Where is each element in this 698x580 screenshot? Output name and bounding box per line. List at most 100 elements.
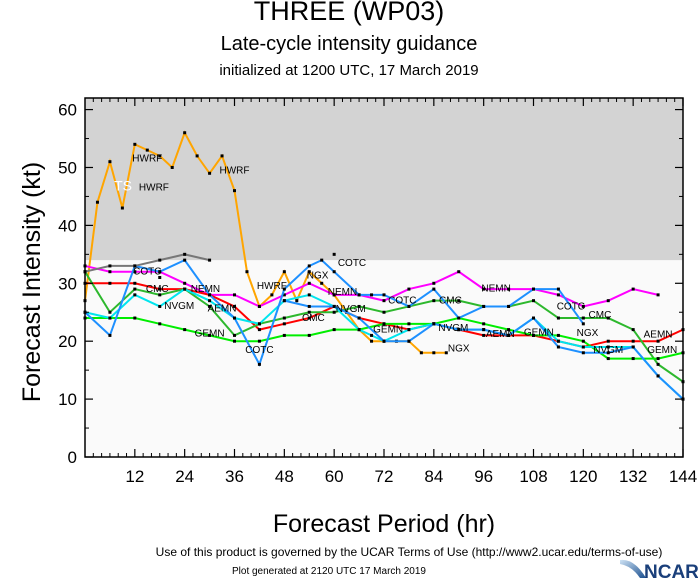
x-tick-label: 96 bbox=[474, 467, 493, 486]
data-point bbox=[208, 258, 212, 262]
data-point bbox=[656, 357, 660, 361]
data-point bbox=[307, 316, 311, 320]
data-point bbox=[307, 333, 311, 337]
x-axis-label: Forecast Period (hr) bbox=[273, 510, 495, 538]
data-point bbox=[332, 304, 336, 308]
series-label: GEMN bbox=[524, 327, 554, 338]
data-point bbox=[457, 316, 461, 320]
series-label: HWRF bbox=[139, 183, 169, 194]
x-tick-label: 72 bbox=[375, 467, 394, 486]
data-point bbox=[183, 281, 187, 285]
series-label: NVGM bbox=[438, 323, 468, 334]
data-point bbox=[432, 281, 436, 285]
data-point bbox=[282, 322, 286, 326]
data-point bbox=[606, 299, 610, 303]
axes-layer: 12 24 36 48 60 72 84 96 108 120 132 144 0 10 20 30 40 50 6… bbox=[58, 97, 697, 486]
x-tick-label: 60 bbox=[325, 467, 344, 486]
y-tick-label: 0 bbox=[68, 448, 77, 467]
chart-subtitle: Late-cycle intensity guidance bbox=[220, 33, 478, 55]
svg-text:NCAR: NCAR bbox=[644, 562, 698, 580]
x-tick-label: 12 bbox=[125, 467, 144, 486]
data-point bbox=[482, 328, 486, 332]
data-point bbox=[482, 333, 486, 337]
data-point bbox=[257, 322, 261, 326]
data-point bbox=[631, 328, 635, 332]
series-label: COTC bbox=[557, 301, 585, 312]
data-point bbox=[357, 293, 361, 297]
series-label: AEMN bbox=[486, 329, 515, 340]
data-point bbox=[108, 270, 112, 274]
series-label: AEMN bbox=[644, 330, 673, 341]
series-line bbox=[84, 264, 659, 308]
data-point bbox=[532, 287, 535, 291]
data-point bbox=[158, 276, 162, 279]
data-point bbox=[457, 270, 461, 274]
y-tick-label: 60 bbox=[58, 101, 77, 120]
data-point bbox=[631, 287, 635, 291]
y-tick-label: 10 bbox=[58, 390, 77, 409]
data-point bbox=[457, 299, 461, 303]
series-line bbox=[84, 287, 684, 400]
data-point bbox=[556, 287, 560, 291]
data-point bbox=[158, 322, 162, 326]
series-label: COTC bbox=[388, 296, 416, 307]
series-label: HWRF bbox=[132, 154, 162, 165]
plot-generated-time: Plot generated at 2120 UTC 17 March 2019 bbox=[231, 566, 426, 577]
data-point bbox=[656, 293, 660, 297]
data-point bbox=[407, 322, 411, 326]
data-point bbox=[581, 316, 585, 320]
data-point bbox=[407, 328, 411, 332]
data-point bbox=[382, 299, 386, 303]
initialization-time: initialized at 1200 UTC, 17 March 2019 bbox=[219, 62, 479, 79]
data-point bbox=[183, 258, 187, 262]
data-point bbox=[581, 345, 585, 349]
x-tick-label: 48 bbox=[275, 467, 294, 486]
data-point bbox=[606, 339, 610, 343]
data-point bbox=[307, 304, 311, 308]
data-point bbox=[270, 293, 274, 297]
data-point bbox=[482, 287, 486, 291]
data-point bbox=[581, 339, 585, 343]
data-point bbox=[444, 351, 448, 355]
data-point bbox=[208, 304, 212, 308]
data-point bbox=[183, 131, 187, 135]
data-point bbox=[208, 171, 212, 175]
data-point bbox=[556, 345, 560, 349]
data-point bbox=[282, 299, 286, 303]
data-point bbox=[120, 206, 124, 210]
data-point bbox=[332, 252, 336, 256]
data-point bbox=[307, 281, 311, 285]
series-label: COTC bbox=[133, 267, 161, 278]
data-point bbox=[556, 339, 560, 343]
series-label: COTC bbox=[245, 345, 273, 356]
data-point bbox=[457, 328, 461, 332]
data-point bbox=[606, 345, 610, 349]
data-point bbox=[158, 154, 162, 158]
data-point bbox=[158, 293, 162, 297]
tropical-storm-shaded-region bbox=[85, 98, 683, 261]
series-label: NGX bbox=[577, 328, 599, 339]
data-point bbox=[407, 304, 411, 308]
data-point bbox=[656, 362, 660, 366]
data-point bbox=[357, 316, 361, 320]
data-point bbox=[532, 299, 535, 303]
x-tick-label: 132 bbox=[619, 467, 647, 486]
data-point bbox=[257, 304, 261, 308]
data-point bbox=[370, 293, 374, 297]
series-label: NEMN bbox=[328, 287, 357, 298]
data-point bbox=[432, 351, 436, 355]
data-point bbox=[108, 333, 112, 337]
data-point bbox=[233, 339, 236, 343]
data-point bbox=[233, 293, 236, 297]
data-point bbox=[382, 293, 386, 297]
data-point bbox=[307, 270, 311, 274]
data-point bbox=[507, 333, 511, 337]
data-point bbox=[382, 339, 386, 343]
series-label: NVGM bbox=[336, 304, 366, 315]
data-point bbox=[407, 339, 411, 343]
data-point bbox=[233, 333, 236, 337]
data-point bbox=[507, 304, 511, 308]
data-point bbox=[332, 328, 336, 332]
data-point bbox=[170, 165, 174, 169]
data-point bbox=[158, 258, 162, 262]
